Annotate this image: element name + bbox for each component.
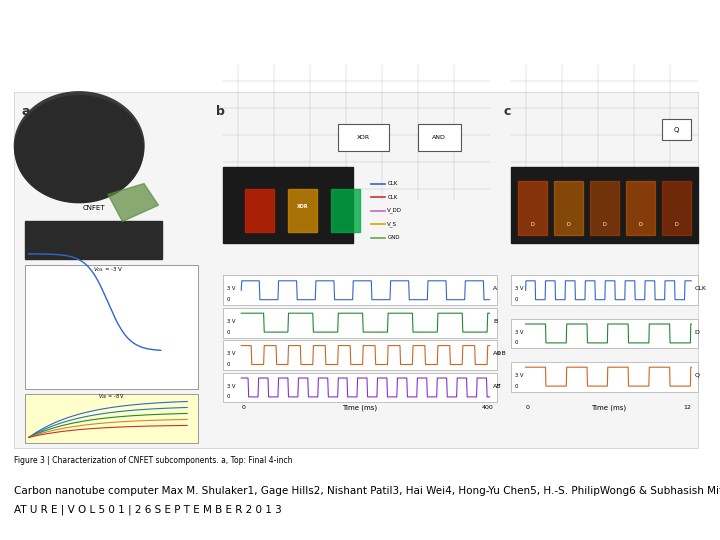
Text: Time (ms): Time (ms) xyxy=(591,404,626,411)
Text: Q: Q xyxy=(674,126,680,133)
Bar xyxy=(511,167,698,243)
Bar xyxy=(25,394,198,443)
Text: AB̅: AB̅ xyxy=(493,383,502,389)
Text: XOR: XOR xyxy=(357,135,370,140)
Text: c: c xyxy=(504,105,511,118)
Text: 0: 0 xyxy=(227,394,230,400)
Bar xyxy=(223,340,497,370)
Text: D: D xyxy=(603,221,607,227)
Text: CLK: CLK xyxy=(695,286,707,292)
Text: $V_{GS}$ = -8 V: $V_{GS}$ = -8 V xyxy=(98,393,125,401)
Text: A: A xyxy=(493,286,498,292)
Text: 3 V: 3 V xyxy=(227,351,235,356)
Text: 400: 400 xyxy=(482,405,493,410)
Text: AT U R E | V O L 5 0 1 | 2 6 S E P T E M B E R 2 0 1 3: AT U R E | V O L 5 0 1 | 2 6 S E P T E M… xyxy=(14,505,282,515)
Text: Carbon nanotube computer Max M. Shulaker1, Gage Hills2, Nishant Patil3, Hai Wei4: Carbon nanotube computer Max M. Shulaker… xyxy=(14,486,720,496)
Text: D: D xyxy=(567,221,571,227)
Bar xyxy=(511,362,698,392)
Text: D: D xyxy=(675,221,679,227)
Bar xyxy=(223,308,497,338)
Bar xyxy=(223,167,353,243)
Text: 0: 0 xyxy=(227,297,230,302)
Bar xyxy=(626,181,655,235)
Text: 3 V: 3 V xyxy=(227,286,235,292)
Text: CLK: CLK xyxy=(387,181,397,186)
Text: 3 V: 3 V xyxy=(227,383,235,389)
Polygon shape xyxy=(108,184,158,221)
Text: a: a xyxy=(22,105,30,118)
Text: Figure 3 | Characterization of CNFET subcomponents. a, Top: Final 4-inch: Figure 3 | Characterization of CNFET sub… xyxy=(14,456,293,465)
Text: 0: 0 xyxy=(515,340,518,346)
Text: 3 V: 3 V xyxy=(515,373,523,378)
Text: CNFET: CNFET xyxy=(82,205,105,211)
Text: XOR: XOR xyxy=(297,204,308,210)
Bar xyxy=(331,189,360,232)
Text: A⊕B: A⊕B xyxy=(493,351,507,356)
Text: D: D xyxy=(531,221,535,227)
Bar xyxy=(25,265,198,389)
Text: 3 V: 3 V xyxy=(227,319,235,324)
Text: 0: 0 xyxy=(227,362,230,367)
Text: CLK: CLK xyxy=(387,194,397,200)
Text: V_S: V_S xyxy=(387,221,397,227)
Text: 3 V: 3 V xyxy=(515,286,523,292)
Text: Q: Q xyxy=(695,373,700,378)
Bar xyxy=(511,275,698,305)
Text: 0: 0 xyxy=(515,297,518,302)
Bar xyxy=(662,119,691,140)
Bar xyxy=(554,181,583,235)
Text: AND: AND xyxy=(432,135,446,140)
Text: V_DD: V_DD xyxy=(387,208,402,213)
Text: b: b xyxy=(216,105,225,118)
Bar xyxy=(418,124,461,151)
Bar xyxy=(662,181,691,235)
Bar xyxy=(511,319,698,348)
Text: 3 V: 3 V xyxy=(515,329,523,335)
Polygon shape xyxy=(15,96,143,202)
Text: GND: GND xyxy=(387,235,400,240)
FancyBboxPatch shape xyxy=(14,92,698,448)
Text: B: B xyxy=(493,319,498,324)
Polygon shape xyxy=(14,92,144,200)
Text: 0: 0 xyxy=(241,405,245,410)
Text: Time (ms): Time (ms) xyxy=(343,404,377,411)
Bar xyxy=(223,275,497,305)
Bar xyxy=(25,221,162,259)
Bar xyxy=(223,373,497,402)
Text: D: D xyxy=(695,329,700,335)
Bar xyxy=(590,181,619,235)
Bar xyxy=(338,124,389,151)
Text: 0: 0 xyxy=(227,329,230,335)
Text: 0: 0 xyxy=(515,383,518,389)
Text: $V_{GS}$ = -3 V: $V_{GS}$ = -3 V xyxy=(93,266,123,274)
Text: 0: 0 xyxy=(526,405,529,410)
Bar xyxy=(245,189,274,232)
Bar xyxy=(518,181,547,235)
Text: 12: 12 xyxy=(683,405,691,410)
Bar xyxy=(288,189,317,232)
Text: D: D xyxy=(639,221,643,227)
